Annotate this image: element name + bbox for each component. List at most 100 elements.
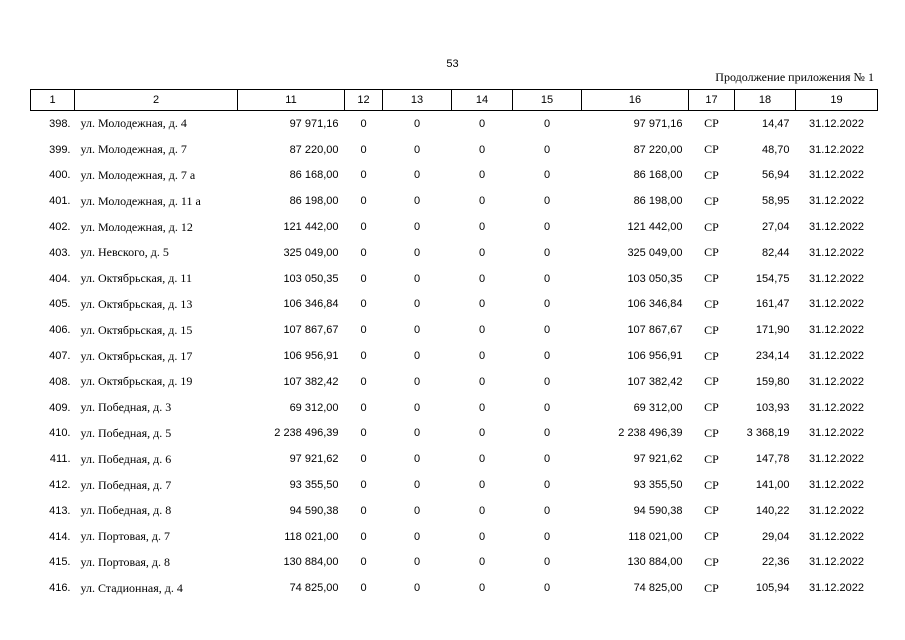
amount-col-11: 107 382,42 [283,375,339,388]
value-col-15: 0 [543,375,551,388]
value-col-18: 147,78 [755,453,790,466]
amount-col-11: 97 971,16 [289,117,339,130]
column-header: 12 [344,89,383,111]
address-cell: ул. Победная, д. 8 [80,503,172,518]
value-col-12: 0 [360,582,367,595]
table-row: 405. ул. Октябрьская, д. 13 106 346,84 0 0 0 0… [31,292,878,318]
value-col-15: 0 [543,246,551,259]
amount-col-16: 97 921,62 [633,453,683,466]
amount-col-11: 106 956,91 [283,350,339,363]
value-col-15: 0 [543,272,551,285]
value-col-14: 0 [478,298,486,311]
value-col-18: 159,80 [755,375,790,388]
row-number: 411. [49,453,71,466]
code-col-17: СР [704,580,719,595]
column-header: 19 [795,89,878,111]
column-header: 15 [512,89,582,111]
value-col-15: 0 [543,504,551,517]
date-col-19: 31.12.2022 [808,350,865,363]
address-cell: ул. Стадионная, д. 4 [80,580,183,595]
table-row: 414. ул. Портовая, д. 7 118 021,00 0 0 0 0 118 … [31,524,878,550]
value-col-12: 0 [360,324,367,337]
row-number: 403. [49,246,71,259]
amount-col-16: 2 238 496,39 [618,427,683,440]
amount-col-16: 103 050,35 [627,272,683,285]
amount-col-11: 93 355,50 [289,479,339,492]
value-col-14: 0 [478,272,486,285]
code-col-17: СР [704,271,719,286]
value-col-13: 0 [413,298,421,311]
code-col-17: СР [704,142,719,157]
value-col-13: 0 [413,143,421,156]
address-cell: ул. Молодежная, д. 7 а [80,167,196,182]
address-cell: ул. Октябрьская, д. 19 [80,374,193,389]
address-cell: ул. Победная, д. 7 [80,477,172,492]
row-number: 406. [49,324,71,337]
value-col-14: 0 [478,556,486,569]
code-col-17: СР [704,425,719,440]
amount-col-16: 325 049,00 [627,246,683,259]
amount-col-11: 121 442,00 [283,221,339,234]
address-cell: ул. Молодежная, д. 11 а [80,193,201,208]
table-row: 401. ул. Молодежная, д. 11 а 86 198,00 0 0 0 0… [31,188,878,214]
value-col-15: 0 [543,427,551,440]
column-header: 16 [581,89,689,111]
value-col-15: 0 [543,117,551,130]
value-col-18: 103,93 [755,401,790,414]
value-col-14: 0 [478,453,486,466]
date-col-19: 31.12.2022 [808,401,865,414]
value-col-14: 0 [478,195,486,208]
value-col-12: 0 [360,427,367,440]
table-row: 407. ул. Октябрьская, д. 17 106 956,91 0 0 0 0… [31,343,878,369]
code-col-17: СР [704,167,719,182]
data-table: 1 2 11 12 13 14 15 16 17 18 19 398. ул. М… [30,89,878,601]
value-col-15: 0 [543,479,551,492]
address-cell: ул. Победная, д. 5 [80,425,172,440]
value-col-14: 0 [478,117,486,130]
amount-col-11: 118 021,00 [284,530,339,543]
value-col-12: 0 [360,504,367,517]
address-cell: ул. Невского, д. 5 [80,245,169,260]
value-col-18: 171,90 [755,324,790,337]
value-col-12: 0 [360,169,367,182]
table-row: 409. ул. Победная, д. 3 69 312,00 0 0 0 0 69 31… [31,395,878,421]
value-col-12: 0 [360,272,367,285]
row-number: 402. [49,221,71,234]
code-col-17: СР [704,374,719,389]
value-col-18: 58,95 [761,195,790,208]
row-number: 405. [49,298,71,311]
address-cell: ул. Октябрьская, д. 17 [80,348,193,363]
value-col-15: 0 [543,169,551,182]
code-col-17: СР [704,400,719,415]
value-col-18: 14,47 [761,117,790,130]
date-col-19: 31.12.2022 [808,582,865,595]
value-col-13: 0 [413,246,421,259]
value-col-14: 0 [478,530,486,543]
table-row: 413. ул. Победная, д. 8 94 590,38 0 0 0 0 94 59… [31,498,878,524]
code-col-17: СР [704,503,719,518]
value-col-18: 105,94 [755,582,790,595]
value-col-13: 0 [413,401,421,414]
amount-col-11: 103 050,35 [283,272,339,285]
date-col-19: 31.12.2022 [808,479,865,492]
value-col-13: 0 [413,582,421,595]
value-col-18: 29,04 [761,530,790,543]
value-col-12: 0 [360,375,367,388]
value-col-14: 0 [478,169,486,182]
column-header: 2 [74,89,238,111]
address-cell: ул. Октябрьская, д. 13 [80,296,193,311]
code-col-17: СР [704,116,719,131]
row-number: 409. [49,401,71,414]
header-row: 1 2 11 12 13 14 15 16 17 18 19 [30,89,878,111]
table-row: 398. ул. Молодежная, д. 4 97 971,16 0 0 0 0 97 … [31,111,878,137]
value-col-14: 0 [478,375,486,388]
row-number: 404. [49,272,71,285]
address-cell: ул. Портовая, д. 7 [80,529,171,544]
value-col-15: 0 [543,221,551,234]
value-col-12: 0 [360,453,367,466]
row-number: 398. [49,117,71,130]
column-header: 13 [382,89,452,111]
amount-col-11: 86 198,00 [289,195,339,208]
amount-col-16: 121 442,00 [627,221,683,234]
value-col-14: 0 [478,582,486,595]
